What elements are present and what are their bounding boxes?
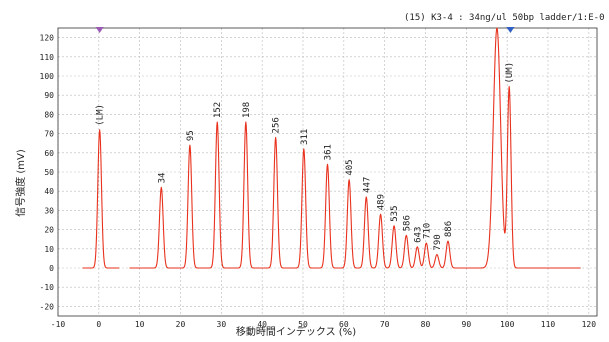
peak-label: 95	[186, 130, 196, 141]
y-tick-label: 90	[44, 91, 54, 100]
peak-label: 710	[422, 223, 432, 239]
signal-trace	[82, 27, 581, 269]
x-tick-label: 10	[135, 320, 145, 329]
y-tick-label: 40	[44, 187, 54, 196]
x-tick-label: 120	[582, 320, 597, 329]
y-tick-label: 100	[40, 72, 55, 81]
x-tick-label: 80	[421, 320, 431, 329]
grid	[57, 28, 597, 316]
x-tick-label: 40	[257, 320, 267, 329]
y-tick-label: 110	[40, 53, 55, 62]
peak-label: 256	[272, 117, 282, 133]
chart-title: (15) K3-4 : 34ng/ul 50bp ladder/1:E-0	[404, 13, 604, 23]
plot-area	[57, 27, 598, 317]
x-tick-label: 30	[217, 320, 227, 329]
x-tick-label: 110	[541, 320, 556, 329]
peak-label: 586	[402, 215, 412, 231]
peak-label: 643	[413, 227, 423, 243]
peak-labels: (LM) 34 95 152 198 256 311 361 405 447 48953558664…	[96, 62, 516, 251]
peak-label: (UM)	[505, 62, 515, 84]
peak-label: 790	[433, 234, 443, 250]
y-axis-title: 信号強度 (mV)	[14, 149, 27, 217]
y-tick-label: -20	[40, 302, 55, 311]
peak-label: 361	[324, 144, 334, 160]
x-tick-label: 20	[176, 320, 186, 329]
peak-label: 152	[213, 102, 223, 118]
x-tick-label: 100	[500, 320, 515, 329]
y-tick-label: 60	[44, 149, 54, 158]
marker-triangle-icon	[506, 27, 515, 33]
y-tick-label: 20	[44, 226, 54, 235]
x-tick-label: 0	[96, 320, 101, 329]
y-tick-label: 70	[44, 130, 54, 139]
x-tick-label: 70	[380, 320, 390, 329]
x-axis-title: 移動時間インデックス (%)	[236, 325, 356, 338]
peak-label: 489	[377, 194, 387, 210]
x-tick-label: 50	[298, 320, 308, 329]
y-tick-label: -10	[40, 283, 55, 292]
y-axis-ticks: -20 -10 0 10 20 30 40 50 60 70 80 90 100 110 120	[40, 34, 55, 312]
peak-markers	[95, 27, 515, 33]
x-tick-label: 90	[462, 320, 472, 329]
marker-triangle-icon	[95, 27, 104, 33]
peak-label: 34	[157, 173, 167, 184]
peak-label: (LM)	[96, 104, 106, 126]
peak-label: 535	[390, 205, 400, 221]
x-tick-label: -10	[51, 320, 66, 329]
peak-label: 886	[444, 221, 454, 237]
peak-label: 405	[345, 159, 355, 175]
peak-label: 447	[362, 177, 372, 193]
peak-label: 198	[242, 102, 252, 118]
y-tick-label: 80	[44, 110, 54, 119]
y-tick-label: 50	[44, 168, 54, 177]
x-axis-ticks: -10 0 10 20 30 40 50 60 70 80 90 100 110 120	[51, 320, 596, 329]
y-tick-label: 0	[49, 264, 54, 273]
x-tick-label: 60	[339, 320, 349, 329]
y-tick-label: 120	[40, 34, 55, 43]
peak-label: 311	[300, 129, 310, 145]
y-tick-label: 30	[44, 206, 54, 215]
y-tick-label: 10	[44, 245, 54, 254]
